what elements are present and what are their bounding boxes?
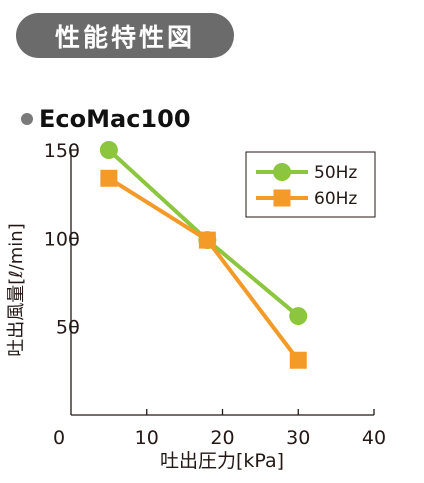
x-axis-label: 吐出圧力: [160, 450, 236, 472]
y-axis-label: 吐出風量: [6, 285, 27, 357]
y-tick-label: 150: [44, 140, 80, 162]
data-point-60Hz: [100, 169, 118, 187]
x-tick-label: 30: [286, 427, 310, 449]
x-tick-label: 0: [53, 427, 65, 449]
data-point-50Hz: [99, 141, 118, 159]
section-title: 性能特性図: [54, 22, 195, 52]
y-tick-label: 50: [56, 317, 80, 339]
y-axis-title: 吐出風量[ℓ/min]: [6, 223, 27, 357]
ticks: 0 10 20 30 40 50 100 150: [44, 140, 386, 449]
data-point-50Hz: [289, 307, 308, 326]
legend-label-50Hz: 50Hz: [314, 163, 357, 183]
bullet-icon: [21, 113, 33, 125]
x-tick-label: 20: [210, 427, 234, 449]
section-header: 性能特性図: [16, 13, 234, 58]
x-tick-label: 40: [362, 427, 386, 449]
y-axis-unit: [ℓ/min]: [6, 223, 27, 285]
legend-marker-60Hz: [273, 189, 291, 207]
svg-text:吐出風量[ℓ/min]: 吐出風量[ℓ/min]: [6, 223, 27, 357]
legend-box: [245, 151, 376, 218]
y-tick-label: 100: [44, 228, 80, 250]
legend-label-60Hz: 60Hz: [314, 189, 357, 209]
legend: 50Hz 60Hz: [245, 151, 376, 218]
data-point-60Hz: [198, 231, 216, 249]
x-axis-title: 吐出圧力[kPa]: [160, 450, 284, 472]
svg-text:吐出圧力[kPa]: 吐出圧力[kPa]: [160, 450, 284, 472]
x-tick-label: 10: [135, 427, 159, 449]
data-point-60Hz: [289, 351, 307, 369]
model-name: EcoMac100: [39, 105, 191, 133]
x-axis-unit: [kPa]: [236, 450, 284, 472]
series-layer: [99, 141, 308, 369]
model-label: EcoMac100: [21, 105, 191, 133]
legend-marker-50Hz: [273, 163, 291, 181]
